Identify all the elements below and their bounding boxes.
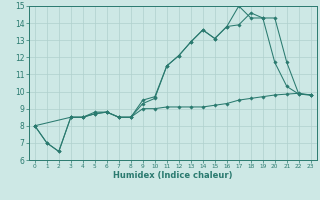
X-axis label: Humidex (Indice chaleur): Humidex (Indice chaleur) [113, 171, 233, 180]
